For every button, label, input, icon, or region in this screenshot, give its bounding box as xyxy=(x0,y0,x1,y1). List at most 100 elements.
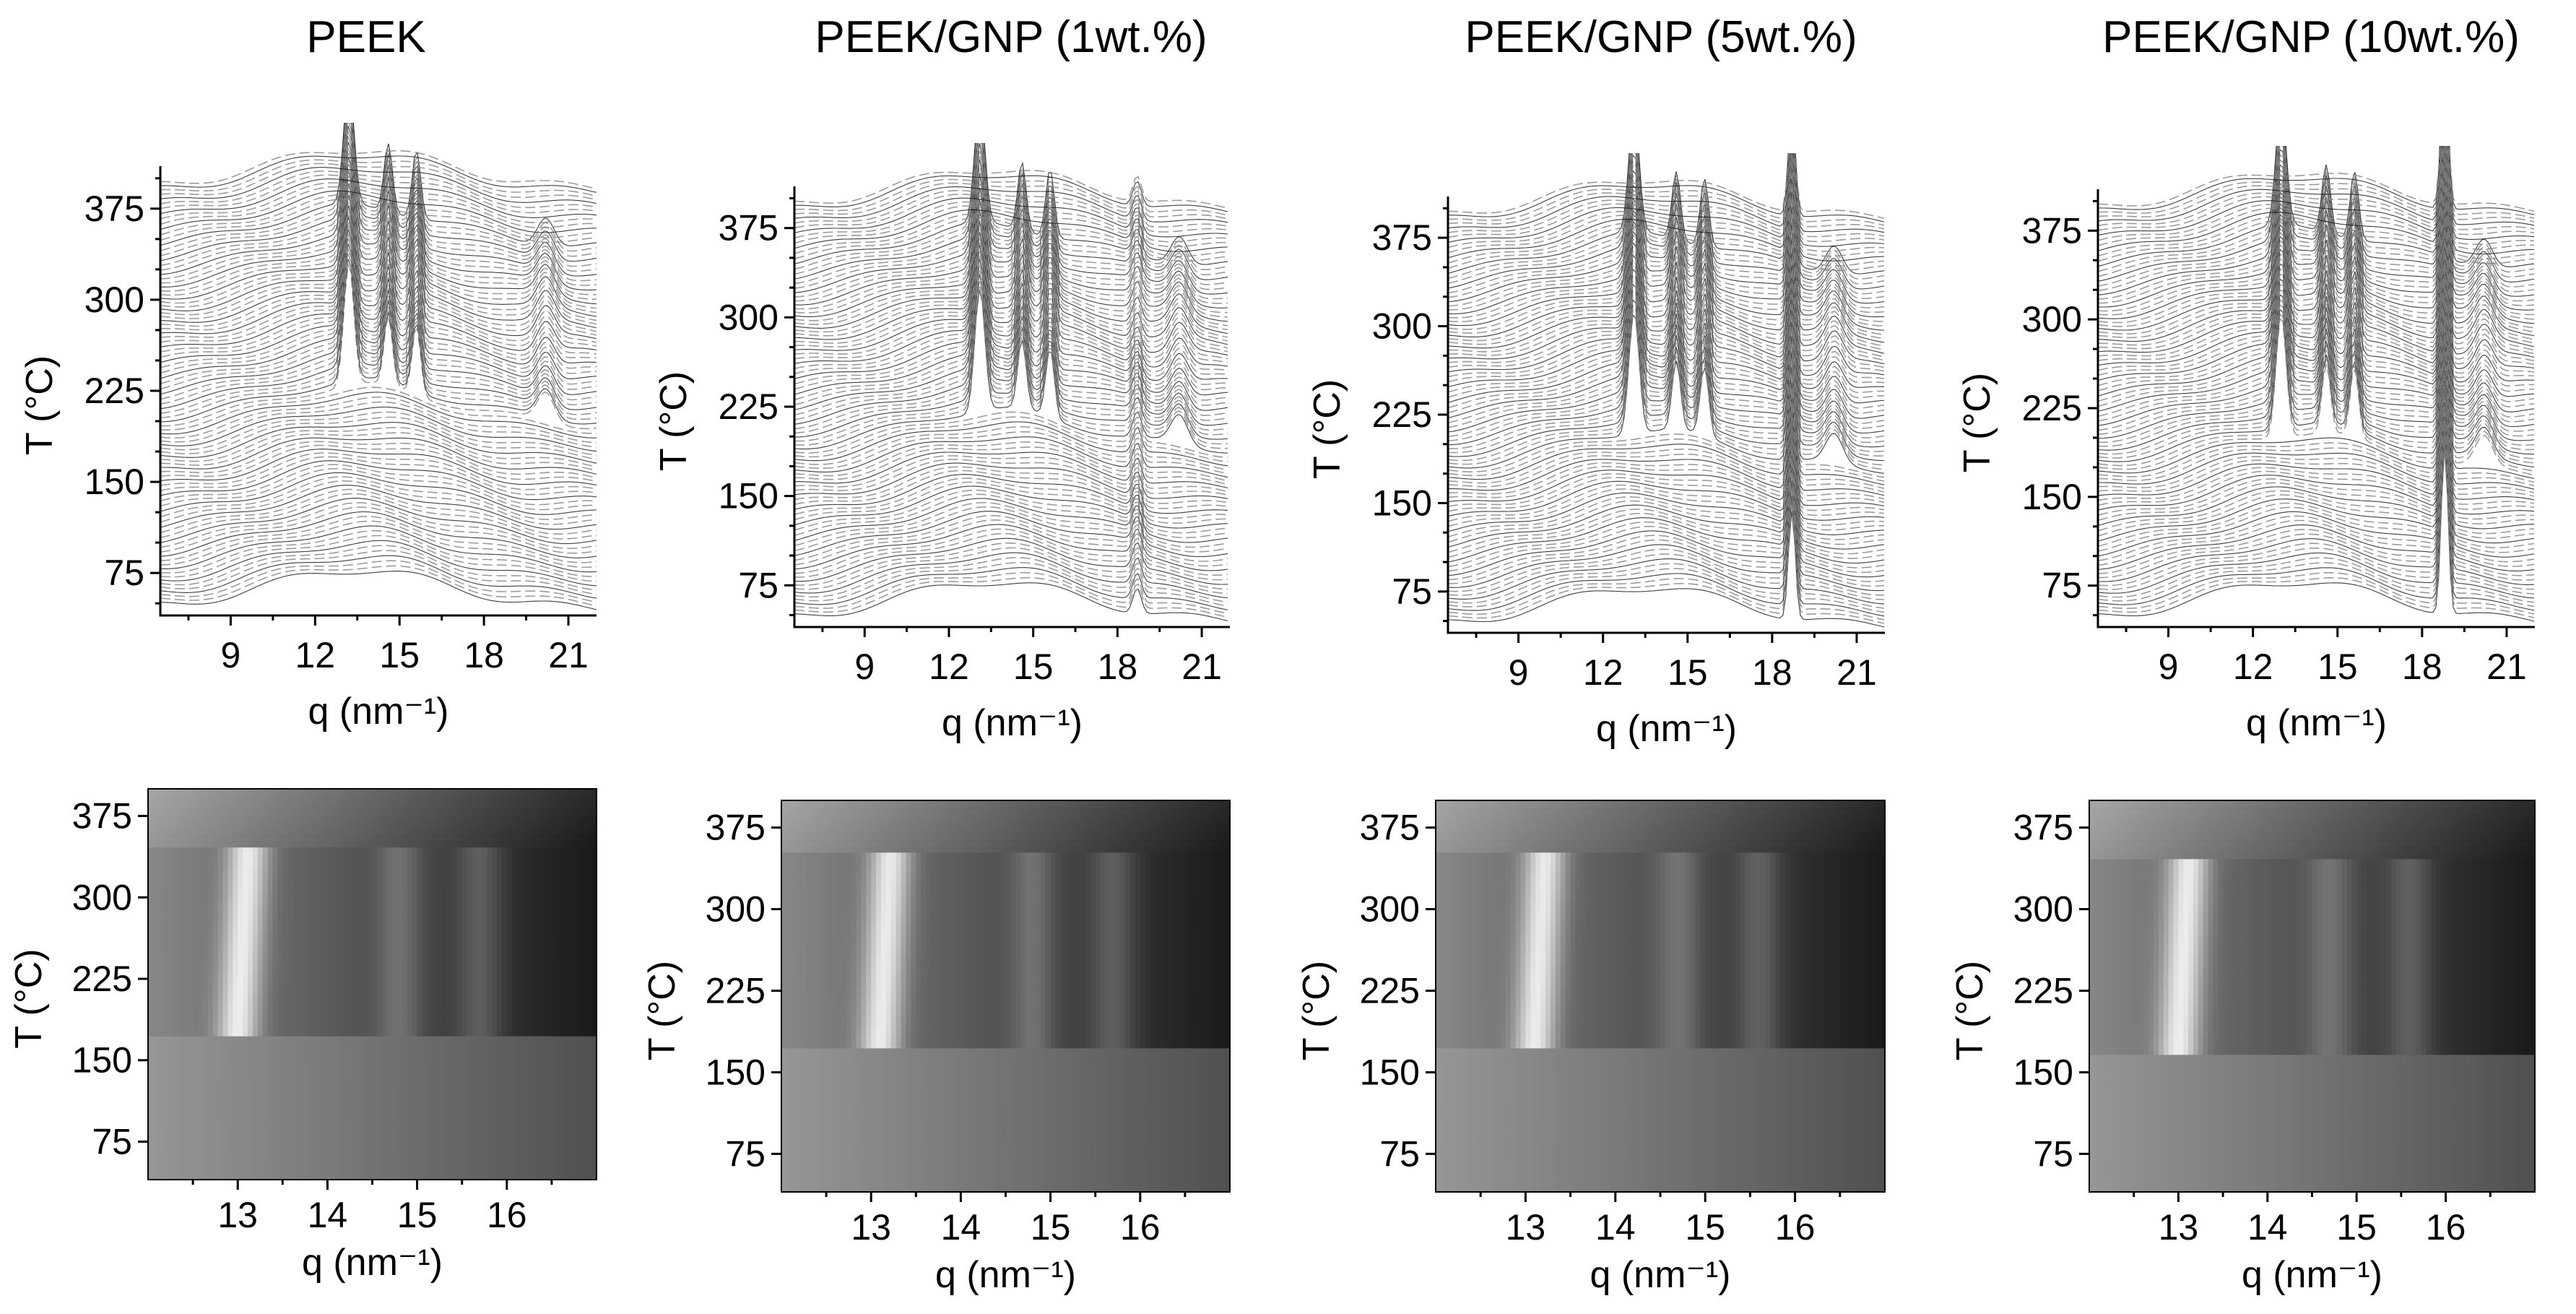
heatmap-cell xyxy=(482,1023,487,1031)
heatmap-cell xyxy=(506,860,513,868)
waterfall-trace xyxy=(1448,153,1885,222)
heatmap-cell xyxy=(217,1049,224,1057)
heatmap-cell xyxy=(387,1101,393,1109)
heatmap-cell xyxy=(422,1075,428,1083)
heatmap-cell xyxy=(516,841,523,848)
heatmap-cell xyxy=(427,1094,433,1102)
heatmap-cell xyxy=(312,899,318,907)
heatmap-cell xyxy=(542,1016,547,1024)
heatmap-cell xyxy=(417,1081,423,1089)
waterfall-trace xyxy=(160,540,597,587)
heatmap-cell xyxy=(556,906,563,913)
heatmap-cell xyxy=(402,997,408,1005)
heatmap-cell xyxy=(392,1042,398,1050)
heatmap-cell xyxy=(542,1010,547,1018)
heatmap-cell xyxy=(456,789,463,796)
heatmap-cell xyxy=(571,964,577,972)
heatmap-cell xyxy=(298,789,303,796)
heatmap-cell xyxy=(233,1068,238,1076)
heatmap-cell xyxy=(501,1081,508,1089)
heatmap-cell xyxy=(377,1049,383,1057)
heatmap-cell xyxy=(357,932,363,939)
heatmap-cell xyxy=(148,1094,154,1102)
heatmap-cell xyxy=(188,1016,194,1024)
waterfall-trace xyxy=(794,224,1228,386)
waterfall-trace xyxy=(1448,470,1884,596)
heatmap-cell xyxy=(332,951,338,959)
heatmap-cell xyxy=(287,1088,293,1096)
heatmap-cell xyxy=(442,867,448,874)
heatmap-cell xyxy=(561,899,568,907)
heatmap-cell xyxy=(487,951,493,959)
heatmap-cell xyxy=(537,925,542,933)
heatmap-cell xyxy=(327,1049,333,1057)
heatmap-cell xyxy=(382,815,388,822)
heatmap-cell xyxy=(372,990,378,998)
heatmap-cell xyxy=(547,1049,552,1057)
heatmap-cell xyxy=(222,1003,228,1011)
heatmap-cell xyxy=(327,1081,333,1089)
y-tick-label: 300 xyxy=(1372,306,1432,347)
heatmap-cell xyxy=(417,899,423,907)
heatmap-cell xyxy=(576,802,582,809)
heatmap-cell xyxy=(222,925,228,933)
heatmap-cell xyxy=(162,789,169,796)
heatmap-cell xyxy=(202,1075,209,1083)
heatmap-cell xyxy=(561,867,568,874)
heatmap-cell xyxy=(238,808,243,816)
heatmap-cell xyxy=(207,867,214,874)
heatmap-cell xyxy=(472,815,477,822)
heatmap-cell xyxy=(207,841,214,848)
heatmap-cell xyxy=(417,802,423,809)
heatmap-cell xyxy=(397,873,403,881)
heatmap-cell xyxy=(212,951,219,959)
heatmap-cell xyxy=(238,990,243,998)
heatmap-cell xyxy=(248,802,253,809)
heatmap-cell xyxy=(576,912,582,920)
heatmap-cell xyxy=(173,971,178,979)
heatmap-cell xyxy=(298,1049,303,1057)
heatmap-cell xyxy=(511,964,518,972)
heatmap-cell xyxy=(357,893,363,900)
heatmap-cell xyxy=(571,1088,577,1096)
waterfall-trace xyxy=(160,525,597,573)
heatmap-cell xyxy=(302,990,308,998)
heatmap-cell xyxy=(427,958,433,965)
heatmap-cell xyxy=(362,932,368,939)
heatmap-cell xyxy=(542,841,547,848)
heatmap-cell xyxy=(501,1029,508,1037)
heatmap-cell xyxy=(477,808,482,816)
heatmap-cell xyxy=(586,1101,592,1109)
heatmap-cell xyxy=(298,893,303,900)
heatmap-cell xyxy=(472,802,477,809)
waterfall-trace xyxy=(2098,358,2535,535)
heatmap-cell xyxy=(432,919,438,926)
heatmap-cell xyxy=(456,802,463,809)
heatmap-cell xyxy=(372,841,378,848)
heatmap-cell xyxy=(492,1010,498,1018)
heatmap-cell xyxy=(352,834,358,842)
waterfall-trace xyxy=(2098,146,2535,306)
panel-title: PEEK/GNP (5wt.%) xyxy=(1465,12,1857,62)
waterfall-trace xyxy=(160,460,597,501)
heatmap-cell xyxy=(322,958,328,965)
heatmap-cell xyxy=(402,795,408,803)
y-tick-label: 375 xyxy=(1372,217,1432,258)
heatmap-cell xyxy=(392,938,398,946)
heatmap-cell xyxy=(217,795,224,803)
heatmap-cell xyxy=(432,802,438,809)
heatmap-cell xyxy=(571,1016,577,1024)
heatmap-cell xyxy=(352,997,358,1005)
heatmap-cell xyxy=(272,1010,278,1018)
heatmap-cell xyxy=(238,1101,243,1109)
heatmap-cell xyxy=(337,938,343,946)
heatmap-cell xyxy=(532,1081,537,1089)
heatmap-cell xyxy=(337,847,343,855)
heatmap-cell xyxy=(227,990,233,998)
waterfall-trace xyxy=(160,233,597,401)
heatmap-cell xyxy=(482,802,487,809)
heatmap-cell xyxy=(332,789,338,796)
heatmap-cell xyxy=(566,919,573,926)
heatmap-cell xyxy=(233,945,238,952)
